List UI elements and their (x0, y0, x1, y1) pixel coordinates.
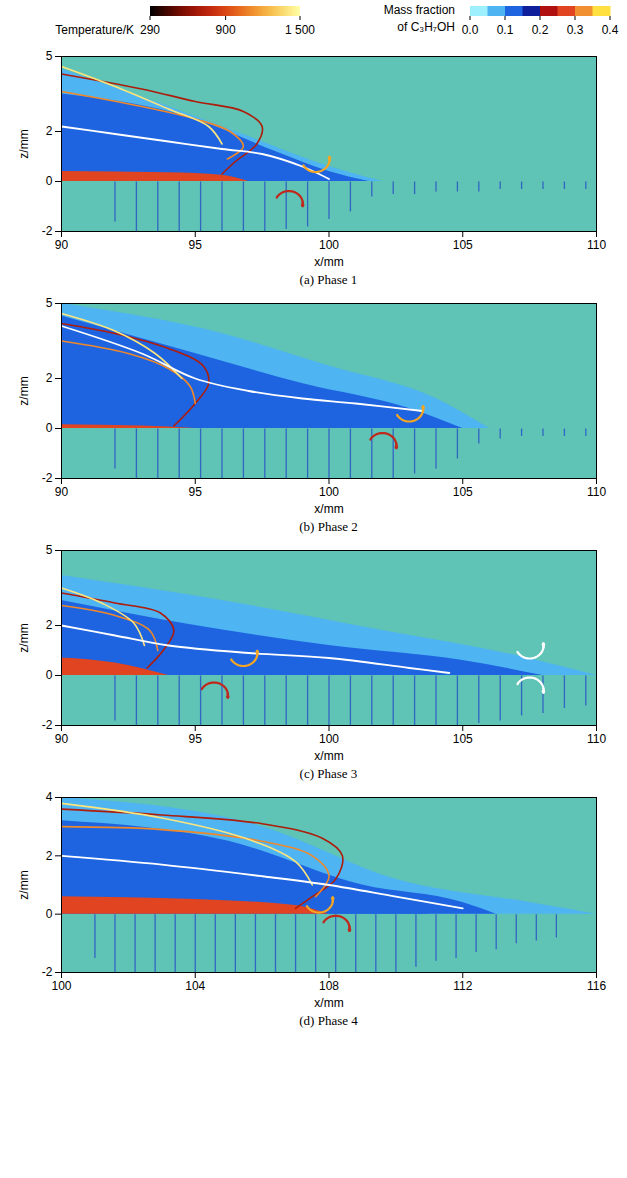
svg-text:104: 104 (185, 979, 205, 993)
svg-text:Temperature/K: Temperature/K (55, 23, 134, 37)
svg-text:5: 5 (46, 49, 53, 63)
svg-text:0: 0 (46, 174, 53, 188)
svg-text:0.3: 0.3 (567, 23, 584, 37)
svg-text:105: 105 (453, 732, 473, 746)
svg-text:2: 2 (46, 618, 53, 632)
html-text:(a) Phase 1: (a) Phase 1 (299, 272, 358, 287)
svg-text:110: 110 (587, 238, 606, 252)
svg-text:105: 105 (453, 485, 473, 499)
html-text:(c) Phase 3: (c) Phase 3 (299, 766, 358, 781)
svg-text:108: 108 (319, 979, 339, 993)
svg-text:4: 4 (46, 790, 53, 804)
svg-text:-2: -2 (42, 224, 53, 238)
svg-text:z/mm: z/mm (17, 129, 31, 158)
svg-text:2: 2 (46, 371, 53, 385)
svg-text:110: 110 (587, 485, 606, 499)
svg-text:112: 112 (453, 979, 472, 993)
svg-text:105: 105 (453, 238, 473, 252)
svg-text:100: 100 (319, 485, 339, 499)
svg-text:90: 90 (55, 732, 69, 746)
svg-text:z/mm: z/mm (17, 376, 31, 405)
svg-text:90: 90 (55, 238, 69, 252)
svg-text:116: 116 (587, 979, 606, 993)
svg-text:0.0: 0.0 (462, 23, 479, 37)
svg-text:95: 95 (189, 238, 203, 252)
svg-text:z/mm: z/mm (17, 870, 31, 899)
svg-text:z/mm: z/mm (17, 623, 31, 652)
svg-text:1 500: 1 500 (285, 23, 315, 37)
svg-text:x/mm: x/mm (314, 255, 343, 269)
svg-text:2: 2 (46, 124, 53, 138)
svg-text:x/mm: x/mm (314, 502, 343, 516)
svg-text:0.2: 0.2 (532, 23, 549, 37)
svg-text:110: 110 (587, 732, 606, 746)
svg-text:100: 100 (319, 732, 339, 746)
svg-text:-2: -2 (42, 718, 53, 732)
svg-text:95: 95 (189, 732, 203, 746)
html-text:(b) Phase 2: (b) Phase 2 (299, 519, 358, 534)
svg-text:0.4: 0.4 (602, 23, 619, 37)
svg-text:5: 5 (46, 296, 53, 310)
svg-text:95: 95 (189, 485, 203, 499)
svg-text:0: 0 (46, 907, 53, 921)
svg-text:0.1: 0.1 (497, 23, 514, 37)
svg-text:900: 900 (216, 23, 236, 37)
svg-text:-2: -2 (42, 471, 53, 485)
svg-text:100: 100 (51, 979, 71, 993)
svg-text:x/mm: x/mm (314, 749, 343, 763)
svg-text:0: 0 (46, 668, 53, 682)
svg-text:0: 0 (46, 421, 53, 435)
html-text:(d) Phase 4: (d) Phase 4 (299, 1013, 358, 1028)
svg-text:100: 100 (319, 238, 339, 252)
svg-text:5: 5 (46, 543, 53, 557)
svg-text:2: 2 (46, 849, 53, 863)
svg-text:-2: -2 (42, 965, 53, 979)
svg-text:x/mm: x/mm (314, 996, 343, 1010)
svg-text:of C₃H₇OH: of C₃H₇OH (397, 20, 455, 34)
svg-text:Mass fraction: Mass fraction (384, 3, 455, 17)
svg-text:290: 290 (140, 23, 160, 37)
svg-text:90: 90 (55, 485, 69, 499)
